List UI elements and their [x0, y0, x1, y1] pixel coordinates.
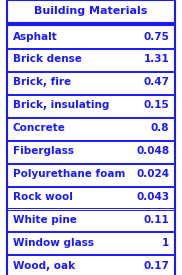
Text: 0.47: 0.47 — [143, 77, 169, 87]
Text: Brick, fire: Brick, fire — [13, 77, 71, 87]
Text: 0.048: 0.048 — [136, 146, 169, 156]
Text: 0.043: 0.043 — [136, 192, 169, 202]
Text: Brick dense: Brick dense — [13, 54, 82, 65]
Text: Window glass: Window glass — [13, 238, 94, 248]
Text: Asphalt: Asphalt — [13, 32, 58, 42]
Text: White pine: White pine — [13, 215, 77, 225]
Text: Concrete: Concrete — [13, 123, 66, 133]
Text: 0.8: 0.8 — [151, 123, 169, 133]
Text: 1.31: 1.31 — [144, 54, 169, 65]
Text: Wood, oak: Wood, oak — [13, 261, 75, 271]
Text: Building Materials: Building Materials — [34, 6, 148, 16]
Text: 0.11: 0.11 — [144, 215, 169, 225]
Text: 0.17: 0.17 — [143, 261, 169, 271]
Text: 0.75: 0.75 — [143, 32, 169, 42]
Text: Polyurethane foam: Polyurethane foam — [13, 169, 125, 179]
Text: 1: 1 — [162, 238, 169, 248]
Text: Brick, insulating: Brick, insulating — [13, 100, 109, 110]
Text: Fiberglass: Fiberglass — [13, 146, 74, 156]
Text: Rock wool: Rock wool — [13, 192, 73, 202]
Text: 0.15: 0.15 — [144, 100, 169, 110]
Text: 0.024: 0.024 — [136, 169, 169, 179]
